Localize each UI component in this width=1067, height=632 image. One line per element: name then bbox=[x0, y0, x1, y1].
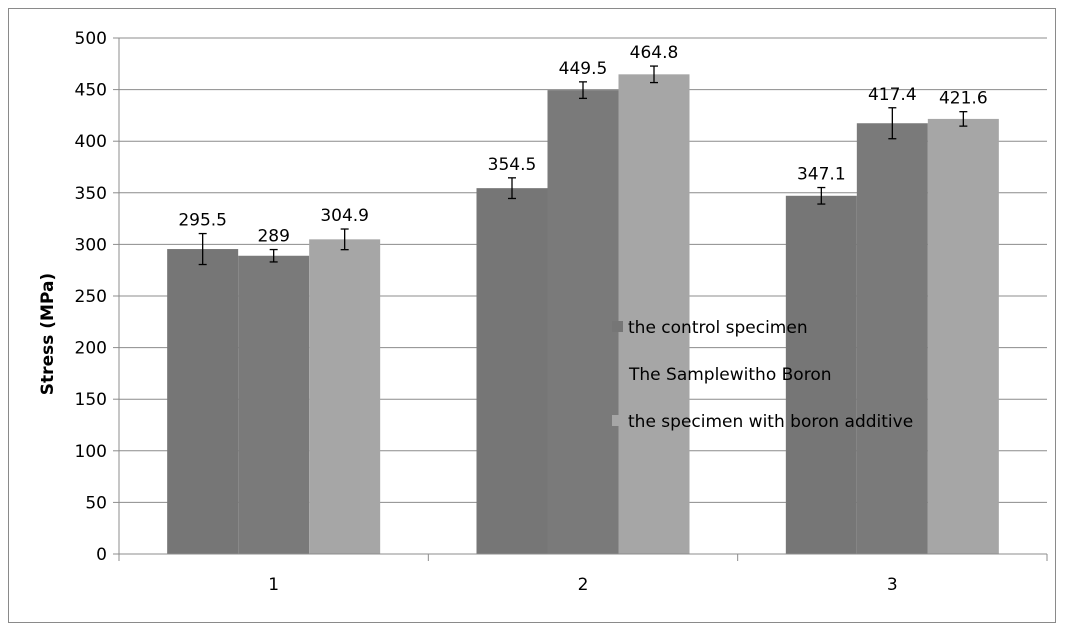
y-axis-title: Stress (MPa) bbox=[38, 273, 58, 395]
data-label: 417.4 bbox=[868, 85, 917, 105]
legend: the control specimen The Samplewitho Boro… bbox=[612, 318, 913, 432]
bar bbox=[785, 195, 857, 555]
y-tick-label: 500 bbox=[75, 29, 107, 49]
x-tick-label: 2 bbox=[578, 575, 589, 595]
y-tick-label: 150 bbox=[75, 390, 107, 410]
bar bbox=[927, 118, 999, 554]
bar bbox=[167, 249, 239, 554]
y-tick-label: 0 bbox=[96, 545, 107, 565]
bar bbox=[618, 74, 690, 554]
y-tick-label: 300 bbox=[75, 235, 107, 255]
data-label: 354.5 bbox=[488, 155, 537, 175]
data-label: 464.8 bbox=[630, 43, 679, 63]
bar bbox=[547, 90, 619, 554]
y-tick-label: 200 bbox=[75, 339, 107, 359]
legend-label: the control specimen bbox=[628, 318, 808, 338]
x-tick-label: 3 bbox=[887, 575, 898, 595]
y-tick-label: 350 bbox=[75, 184, 107, 204]
data-label: 449.5 bbox=[559, 59, 608, 79]
bar bbox=[476, 188, 548, 554]
legend-label: the specimen with boron additive bbox=[628, 412, 913, 432]
y-tick-label: 50 bbox=[85, 493, 107, 513]
data-labels: 295.5 289 304.9 354.5 449.5 464.8 347.1 417.4 42… bbox=[178, 43, 987, 246]
bars bbox=[167, 74, 999, 555]
data-label: 347.1 bbox=[797, 165, 846, 185]
bar bbox=[856, 123, 928, 555]
data-label: 304.9 bbox=[320, 206, 369, 226]
data-label: 295.5 bbox=[178, 211, 227, 231]
bar bbox=[238, 255, 310, 554]
legend-swatch bbox=[612, 321, 623, 332]
y-tick-label: 400 bbox=[75, 132, 107, 152]
legend-swatch bbox=[612, 415, 623, 426]
data-label: 421.6 bbox=[939, 89, 988, 109]
bar bbox=[309, 239, 381, 554]
y-tick-label: 100 bbox=[75, 442, 107, 462]
error-bars bbox=[198, 65, 968, 266]
y-tick-label: 450 bbox=[75, 81, 107, 101]
legend-label: The Samplewitho Boron bbox=[628, 365, 832, 385]
chart-frame: 0 50 100 150 200 250 300 350 400 450 500 1 2 3 295.5 2… bbox=[8, 8, 1056, 623]
data-label: 289 bbox=[257, 227, 289, 247]
axes: 0 50 100 150 200 250 300 350 400 450 500 1 2 3 bbox=[75, 29, 1048, 595]
y-tick-label: 250 bbox=[75, 287, 107, 307]
x-tick-label: 1 bbox=[268, 575, 279, 595]
